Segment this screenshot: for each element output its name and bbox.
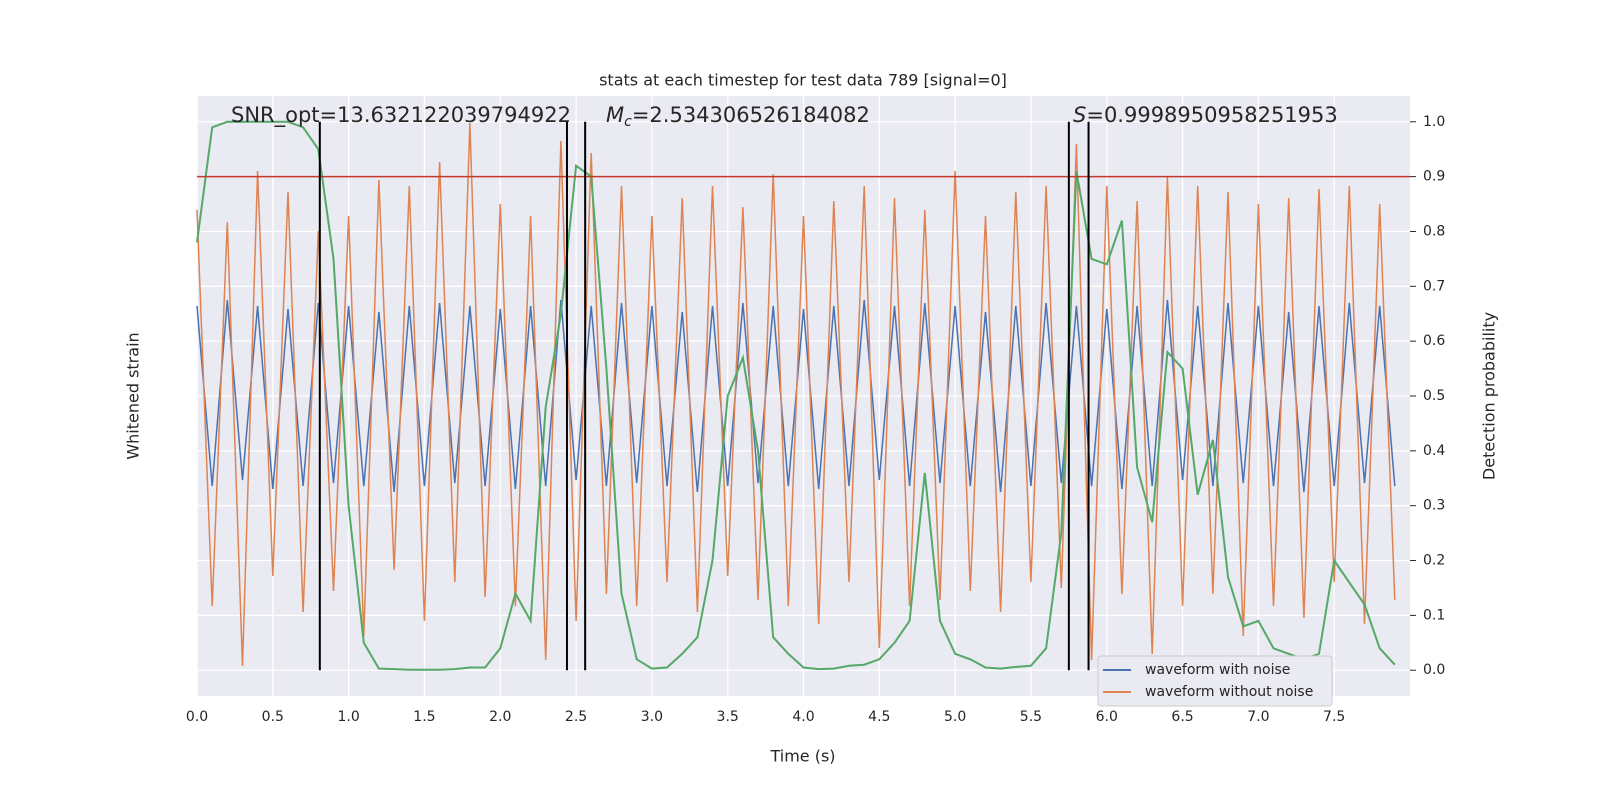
annotation-text: =0.9998950958251953	[1086, 103, 1337, 127]
series-line	[196, 122, 1396, 667]
legend: waveform with noise waveform without nois…	[1097, 655, 1333, 707]
y2-axis-label: Detection probability	[1480, 312, 1499, 480]
y2-tick-label: 0.7	[1423, 278, 1445, 294]
legend-box	[1097, 655, 1333, 707]
x-tick-label: 6.5	[1171, 709, 1193, 725]
x-tick-label: 1.5	[413, 709, 435, 725]
x-tick-label: 0.5	[262, 709, 284, 725]
y2-tick-label: 0.6	[1423, 333, 1445, 349]
x-tick-label: 3.0	[641, 709, 663, 725]
y2-tick-label: 0.1	[1423, 607, 1445, 623]
x-tick-label: 7.0	[1247, 709, 1269, 725]
x-tick-label: 7.5	[1323, 709, 1345, 725]
y2-tick-label: 0.2	[1423, 553, 1445, 569]
annotation: Mc=2.534306526184082	[606, 103, 870, 130]
x-tick-label: 5.5	[1020, 709, 1042, 725]
x-tick-label: 6.0	[1096, 709, 1118, 725]
y2-tick-label: 0.5	[1423, 388, 1445, 404]
annotation: SNR_opt=13.632122039794922	[231, 103, 571, 128]
x-tick-label: 3.5	[717, 709, 739, 725]
y2-tick-label: 0.3	[1423, 498, 1445, 514]
y2-tick-label: 0.4	[1423, 443, 1445, 459]
y-axis-label: Whitened strain	[124, 332, 143, 459]
chart-title: stats at each timestep for test data 789…	[599, 71, 1007, 90]
x-tick-label: 2.0	[489, 709, 511, 725]
annotation-symbol: S	[1073, 103, 1086, 127]
legend-label: waveform without noise	[1145, 684, 1313, 700]
x-tick-label: 2.5	[565, 709, 587, 725]
x-tick-label: 0.0	[186, 709, 208, 725]
legend-label: waveform with noise	[1145, 662, 1290, 678]
annotation: S=0.9998950958251953	[1073, 103, 1338, 127]
x-tick-label: 4.0	[792, 709, 814, 725]
y2-tick-label: 0.0	[1423, 662, 1445, 678]
x-axis-label: Time (s)	[769, 747, 835, 766]
y2-tick-label: 1.0	[1423, 114, 1445, 130]
y2-tick-label: 0.8	[1423, 223, 1445, 239]
x-tick-label: 4.5	[868, 709, 890, 725]
annotation-sub: c	[624, 114, 632, 130]
x-tick-label: 1.0	[337, 709, 359, 725]
x-tick-label: 5.0	[944, 709, 966, 725]
annotation-text: =2.534306526184082	[632, 103, 870, 127]
y2-tick-label: 0.9	[1423, 169, 1445, 185]
series-line	[196, 120, 1396, 671]
annotation-symbol: M	[606, 103, 624, 127]
